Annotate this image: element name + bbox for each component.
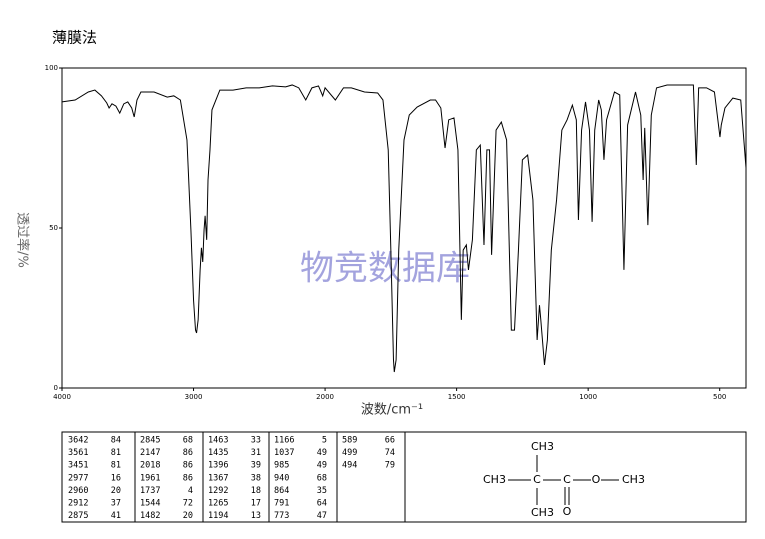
table-dividers xyxy=(134,432,406,522)
peak-wavenumber: 2147 xyxy=(140,448,160,458)
atom: CH3 xyxy=(531,440,554,453)
peak-wavenumber: 589 xyxy=(342,436,357,446)
atom: CH3 xyxy=(483,473,506,486)
peak-wavenumber: 494 xyxy=(342,461,357,471)
chart-title: 薄膜法 xyxy=(52,29,97,47)
x-tick-label: 1000 xyxy=(579,393,597,401)
peak-transmittance: 64 xyxy=(317,499,327,509)
x-tick-label: 1500 xyxy=(448,393,466,401)
atom: CH3 xyxy=(622,473,645,486)
peak-wavenumber: 2960 xyxy=(68,486,88,496)
peak-transmittance: 20 xyxy=(111,486,121,496)
peak-transmittance: 38 xyxy=(251,473,261,483)
peak-transmittance: 18 xyxy=(251,486,261,496)
peak-wavenumber: 1544 xyxy=(140,499,160,509)
bonds xyxy=(508,455,619,505)
atom: O xyxy=(563,505,572,518)
x-axis-label: 波数/cm⁻¹ xyxy=(361,403,423,418)
atom: C xyxy=(533,473,541,486)
peak-transmittance: 66 xyxy=(385,436,395,446)
peak-transmittance: 13 xyxy=(251,511,261,521)
spectrum-line xyxy=(61,84,747,373)
peak-transmittance: 81 xyxy=(111,448,121,458)
peak-transmittance: 47 xyxy=(317,511,327,521)
peak-transmittance: 49 xyxy=(317,461,327,471)
y-tick-label: 100 xyxy=(45,64,58,72)
peak-wavenumber: 499 xyxy=(342,448,357,458)
peak-transmittance: 86 xyxy=(183,473,193,483)
peak-transmittance: 68 xyxy=(183,436,193,446)
peak-transmittance: 84 xyxy=(111,436,121,446)
peak-wavenumber: 1961 xyxy=(140,473,160,483)
peak-wavenumber: 2018 xyxy=(140,461,160,471)
peak-wavenumber: 1166 xyxy=(274,436,294,446)
peak-wavenumber: 2912 xyxy=(68,499,88,509)
peak-transmittance: 4 xyxy=(188,486,193,496)
peak-transmittance: 31 xyxy=(251,448,261,458)
x-tick-label: 500 xyxy=(713,393,726,401)
peak-transmittance: 41 xyxy=(111,511,121,521)
peak-transmittance: 37 xyxy=(111,499,121,509)
atom: CH3 xyxy=(531,506,554,519)
peak-wavenumber: 1435 xyxy=(208,448,228,458)
y-tick-label: 0 xyxy=(54,384,58,392)
peak-wavenumber: 3451 xyxy=(68,461,88,471)
peak-wavenumber: 1396 xyxy=(208,461,228,471)
peak-wavenumber: 773 xyxy=(274,511,289,521)
table-frame xyxy=(61,431,747,523)
peak-wavenumber: 1482 xyxy=(140,511,160,521)
peak-wavenumber: 1367 xyxy=(208,473,228,483)
plot-frame xyxy=(61,67,747,389)
peak-transmittance: 39 xyxy=(251,461,261,471)
peak-wavenumber: 985 xyxy=(274,461,289,471)
peak-transmittance: 68 xyxy=(317,473,327,483)
peak-transmittance: 74 xyxy=(385,448,395,458)
peak-wavenumber: 3561 xyxy=(68,448,88,458)
peak-transmittance: 86 xyxy=(183,448,193,458)
peak-wavenumber: 2875 xyxy=(68,511,88,521)
peak-transmittance: 17 xyxy=(251,499,261,509)
x-tick-label: 3000 xyxy=(185,393,203,401)
x-tick-label: 2000 xyxy=(316,393,334,401)
peak-wavenumber: 1265 xyxy=(208,499,228,509)
peak-transmittance: 79 xyxy=(385,461,395,471)
atom: O xyxy=(592,473,601,486)
peak-transmittance: 49 xyxy=(317,448,327,458)
peak-wavenumber: 2977 xyxy=(68,473,88,483)
peak-transmittance: 86 xyxy=(183,461,193,471)
y-tick-label: 50 xyxy=(49,224,58,232)
peak-wavenumber: 940 xyxy=(274,473,289,483)
peak-wavenumber: 1194 xyxy=(208,511,228,521)
peak-transmittance: 33 xyxy=(251,436,261,446)
peak-transmittance: 35 xyxy=(317,486,327,496)
peak-wavenumber: 864 xyxy=(274,486,289,496)
peak-transmittance: 5 xyxy=(322,436,327,446)
peak-transmittance: 72 xyxy=(183,499,193,509)
watermark: 物竞数据库 xyxy=(300,249,470,289)
atom: C xyxy=(563,473,571,486)
peak-wavenumber: 1292 xyxy=(208,486,228,496)
peak-wavenumber: 1463 xyxy=(208,436,228,446)
peak-wavenumber: 1737 xyxy=(140,486,160,496)
y-axis-label: 透过率/% xyxy=(15,212,31,268)
peak-wavenumber: 3642 xyxy=(68,436,88,446)
peak-wavenumber: 1037 xyxy=(274,448,294,458)
peak-transmittance: 16 xyxy=(111,473,121,483)
x-tick-label: 4000 xyxy=(53,393,71,401)
peak-wavenumber: 2845 xyxy=(140,436,160,446)
peak-transmittance: 81 xyxy=(111,461,121,471)
peak-transmittance: 20 xyxy=(183,511,193,521)
peak-wavenumber: 791 xyxy=(274,499,289,509)
